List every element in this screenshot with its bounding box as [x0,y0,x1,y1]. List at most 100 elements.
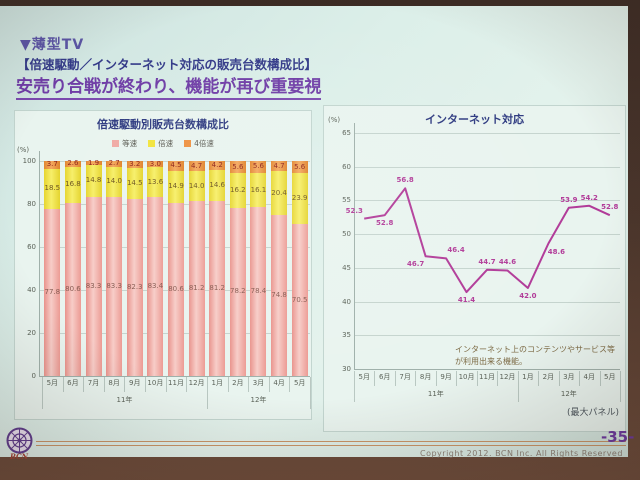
bar-value-label: 1.9 [87,158,100,167]
bar-segment [250,160,267,173]
page-number: -35- [601,428,635,446]
slide: ▼薄型TV 【倍速駆動／インターネット対応の販売台数構成比】 安売り合戦が終わり… [0,6,628,461]
month-label: 11月 [479,372,495,381]
bar-segment [147,161,164,168]
line-chart-title: インターネット対応 [425,113,524,126]
month-separator [103,377,105,392]
bar-segment [106,166,123,197]
month-separator [620,370,621,386]
slide-subtitle: 【倍速駆動／インターネット対応の販売台数構成比】 [17,57,318,72]
bar-value-label: 80.6 [168,284,184,293]
bar-value-label: 16.8 [65,180,81,189]
unit-label: (%) [328,116,341,124]
bar-segment [188,201,205,376]
bar-chart-panel: 倍速駆動別販売台数構成比 等速 倍速 4倍速 (%) 100 80 60 40 20 0 77.8… [14,110,312,420]
month-separator [42,377,43,392]
bar-segment [168,161,184,171]
month-label: 12月 [188,379,205,387]
bar-segment [229,161,246,174]
bar-value-label: 14.9 [168,182,184,191]
month-separator [124,377,126,392]
bar-segment [44,208,61,376]
bar-segment [271,161,288,172]
bar-value-label: 78.2 [230,287,246,296]
bar-segment [85,165,102,197]
line-point-label: 46.4 [447,246,465,255]
line-chart-panel: インターネット対応 インターネット上のコンテンツやサービス等が利用出来る機能。 … [323,105,626,432]
month-label: 6月 [67,379,79,387]
bar-value-label: 74.8 [271,291,287,300]
bar-value-label: 81.2 [209,284,226,293]
month-label: 1月 [522,372,534,381]
month-separator [268,377,270,392]
line-point-label: 44.6 [498,258,517,267]
bar-segment [271,215,288,376]
line-point-label: 54.2 [580,193,598,202]
bar-value-label: 20.4 [271,188,287,197]
bar-segment [147,196,164,376]
legend-swatch-icon [148,140,156,147]
bar-segment [64,161,81,167]
bar-value-label: 14.0 [106,177,122,186]
y-tick-label: 40 [27,286,36,294]
bar-segment [209,170,226,202]
month-label: 3月 [252,379,265,387]
month-separator [145,377,147,392]
month-separator [186,377,188,392]
month-separator [435,370,437,386]
copyright-text: Copyright 2012. BCN Inc. All Rights Rese… [420,449,623,458]
bar-segment [126,161,143,168]
bar-segment [209,161,226,171]
y-tick-label: 60 [27,243,36,251]
line-point-label: 46.7 [406,260,425,269]
year-separator [206,392,208,409]
line-point-label: 53.9 [560,195,578,204]
bar-value-label: 4.5 [170,161,182,170]
month-separator [456,370,458,386]
month-separator [579,370,581,386]
chart-footnote: (最大パネル) [566,408,619,418]
bar-value-label: 70.5 [291,295,308,304]
slide-headline: 安売り合戦が終わり、機能が再び重要視 [16,72,322,100]
line-point-label: 42.0 [519,292,537,301]
bar-value-label: 81.2 [188,284,205,293]
month-label: 4月 [273,379,285,387]
grid-line [354,234,620,236]
month-separator [354,370,355,386]
bar-value-label: 14.5 [126,178,143,187]
month-label: 2月 [232,379,244,387]
year-label: 12年 [560,389,577,398]
bar-value-label: 82.3 [126,283,143,292]
month-label: 7月 [87,379,100,387]
y-axis-line [354,123,355,369]
year-separator [310,392,311,409]
legend-item: 4倍速 [184,138,214,149]
line-point-label: 52.3 [345,206,363,215]
month-separator [62,377,64,392]
bar-chart-legend: 等速 倍速 4倍速 [15,138,311,149]
y-tick-label: 80 [27,200,36,208]
bar-value-label: 18.5 [44,184,61,193]
section-tag: ▼薄型TV [20,37,85,53]
bar-segment [168,170,184,203]
month-separator [394,370,396,386]
bar-segment [106,196,123,376]
month-separator [517,370,519,386]
bar-segment [188,171,205,202]
bar-segment [126,199,143,376]
legend-item: 倍速 [148,138,173,149]
bar-value-label: 2.7 [108,159,120,168]
legend-label: 等速 [122,139,138,148]
bar-segment [106,161,123,167]
month-label: 5月 [604,372,616,381]
y-tick-label: 20 [27,329,36,337]
grid-line [354,301,620,303]
line-point-label: 48.6 [547,247,566,256]
bar-value-label: 23.9 [291,194,308,203]
month-label: 1月 [211,379,223,387]
bar-segment [209,201,226,376]
month-label: 8月 [419,372,432,381]
bar-value-label: 5.6 [294,162,306,171]
month-separator [165,377,167,392]
